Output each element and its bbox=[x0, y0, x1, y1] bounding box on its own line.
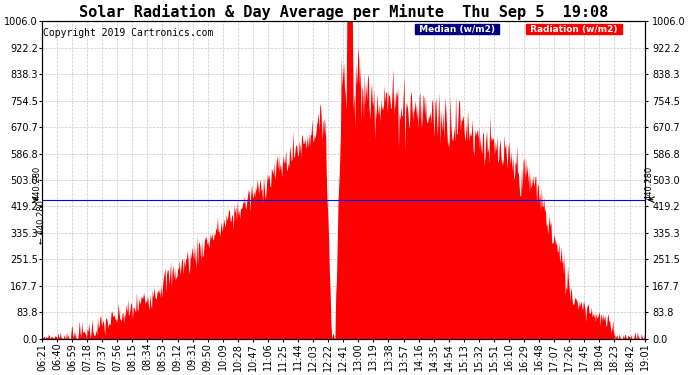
Title: Solar Radiation & Day Average per Minute  Thu Sep 5  19:08: Solar Radiation & Day Average per Minute… bbox=[79, 4, 608, 20]
Text: 440.280: 440.280 bbox=[644, 165, 653, 200]
Text: ← 440.280: ← 440.280 bbox=[37, 200, 46, 244]
Text: Median (w/m2): Median (w/m2) bbox=[415, 24, 497, 33]
Text: Radiation (w/m2): Radiation (w/m2) bbox=[527, 24, 621, 33]
Text: 440.280: 440.280 bbox=[33, 165, 42, 200]
Text: Copyright 2019 Cartronics.com: Copyright 2019 Cartronics.com bbox=[43, 28, 213, 38]
